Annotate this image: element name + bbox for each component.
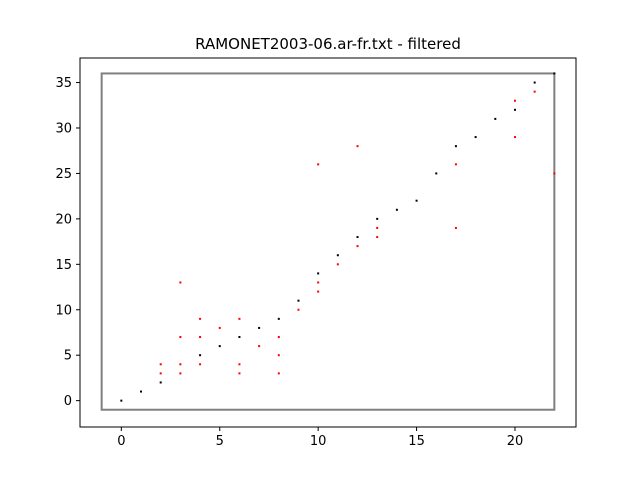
y-axis: 0 5 10 15 20 25 30 35 (55, 76, 80, 409)
x-tick-label: 10 (310, 434, 327, 449)
data-point-red (553, 172, 556, 175)
data-point-red (454, 226, 457, 229)
x-tick-label: 15 (408, 434, 425, 449)
data-point-red (179, 363, 182, 366)
data-point-black (297, 299, 300, 302)
points-layer (120, 72, 556, 402)
data-point-red (513, 136, 516, 139)
data-point-black (474, 136, 477, 139)
data-point-red (199, 363, 202, 366)
data-point-red (199, 336, 202, 339)
data-point-red (356, 245, 359, 248)
data-point-red (376, 236, 379, 239)
data-point-black (356, 236, 359, 239)
data-point-red (238, 363, 241, 366)
data-point-red (297, 308, 300, 311)
data-point-red (159, 372, 162, 375)
data-point-red (238, 317, 241, 320)
data-point-black (533, 81, 536, 84)
data-point-black (513, 108, 516, 111)
data-point-black (454, 145, 457, 148)
x-tick-label: 0 (117, 434, 125, 449)
x-axis: 0 5 10 15 20 (117, 427, 523, 449)
data-point-red (238, 372, 241, 375)
data-point-red (218, 326, 221, 329)
data-point-black (120, 399, 123, 402)
x-tick-label: 20 (507, 434, 524, 449)
data-point-red (513, 99, 516, 102)
data-point-red (277, 354, 280, 357)
data-box (100, 72, 556, 411)
data-point-red (179, 336, 182, 339)
data-point-red (317, 290, 320, 293)
data-point-red (159, 363, 162, 366)
data-point-red (258, 345, 261, 348)
data-box-layer (100, 72, 556, 411)
data-point-red (336, 263, 339, 266)
data-point-black (159, 381, 162, 384)
data-point-black (336, 254, 339, 257)
plot-area-frame (79, 57, 577, 428)
data-point-black (238, 336, 241, 339)
data-point-black (258, 326, 261, 329)
data-point-red (179, 372, 182, 375)
data-point-red (356, 145, 359, 148)
data-point-black (415, 199, 418, 202)
data-point-red (317, 281, 320, 284)
x-tick-label: 5 (216, 434, 224, 449)
data-point-black (395, 208, 398, 211)
data-point-black (140, 390, 143, 393)
data-point-red (317, 163, 320, 166)
data-point-red (454, 163, 457, 166)
y-tick-label: 15 (55, 258, 72, 273)
data-point-black (376, 217, 379, 220)
data-point-black (435, 172, 438, 175)
data-point-red (376, 226, 379, 229)
data-point-black (218, 345, 221, 348)
data-point-red (533, 90, 536, 93)
data-point-black (277, 317, 280, 320)
data-point-red (179, 281, 182, 284)
y-tick-label: 5 (64, 349, 72, 364)
data-point-black (494, 117, 497, 120)
data-point-black (199, 354, 202, 357)
y-tick-label: 25 (55, 167, 72, 182)
y-tick-label: 20 (55, 212, 72, 227)
y-tick-label: 35 (55, 76, 72, 91)
chart-title: RAMONET2003-06.ar-fr.txt - filtered (195, 35, 461, 53)
data-point-red (277, 336, 280, 339)
data-point-black (317, 272, 320, 275)
y-tick-label: 0 (64, 394, 72, 409)
y-tick-label: 30 (55, 121, 72, 136)
y-tick-label: 10 (55, 303, 72, 318)
data-point-red (277, 372, 280, 375)
data-point-red (199, 317, 202, 320)
data-point-black (553, 72, 556, 75)
